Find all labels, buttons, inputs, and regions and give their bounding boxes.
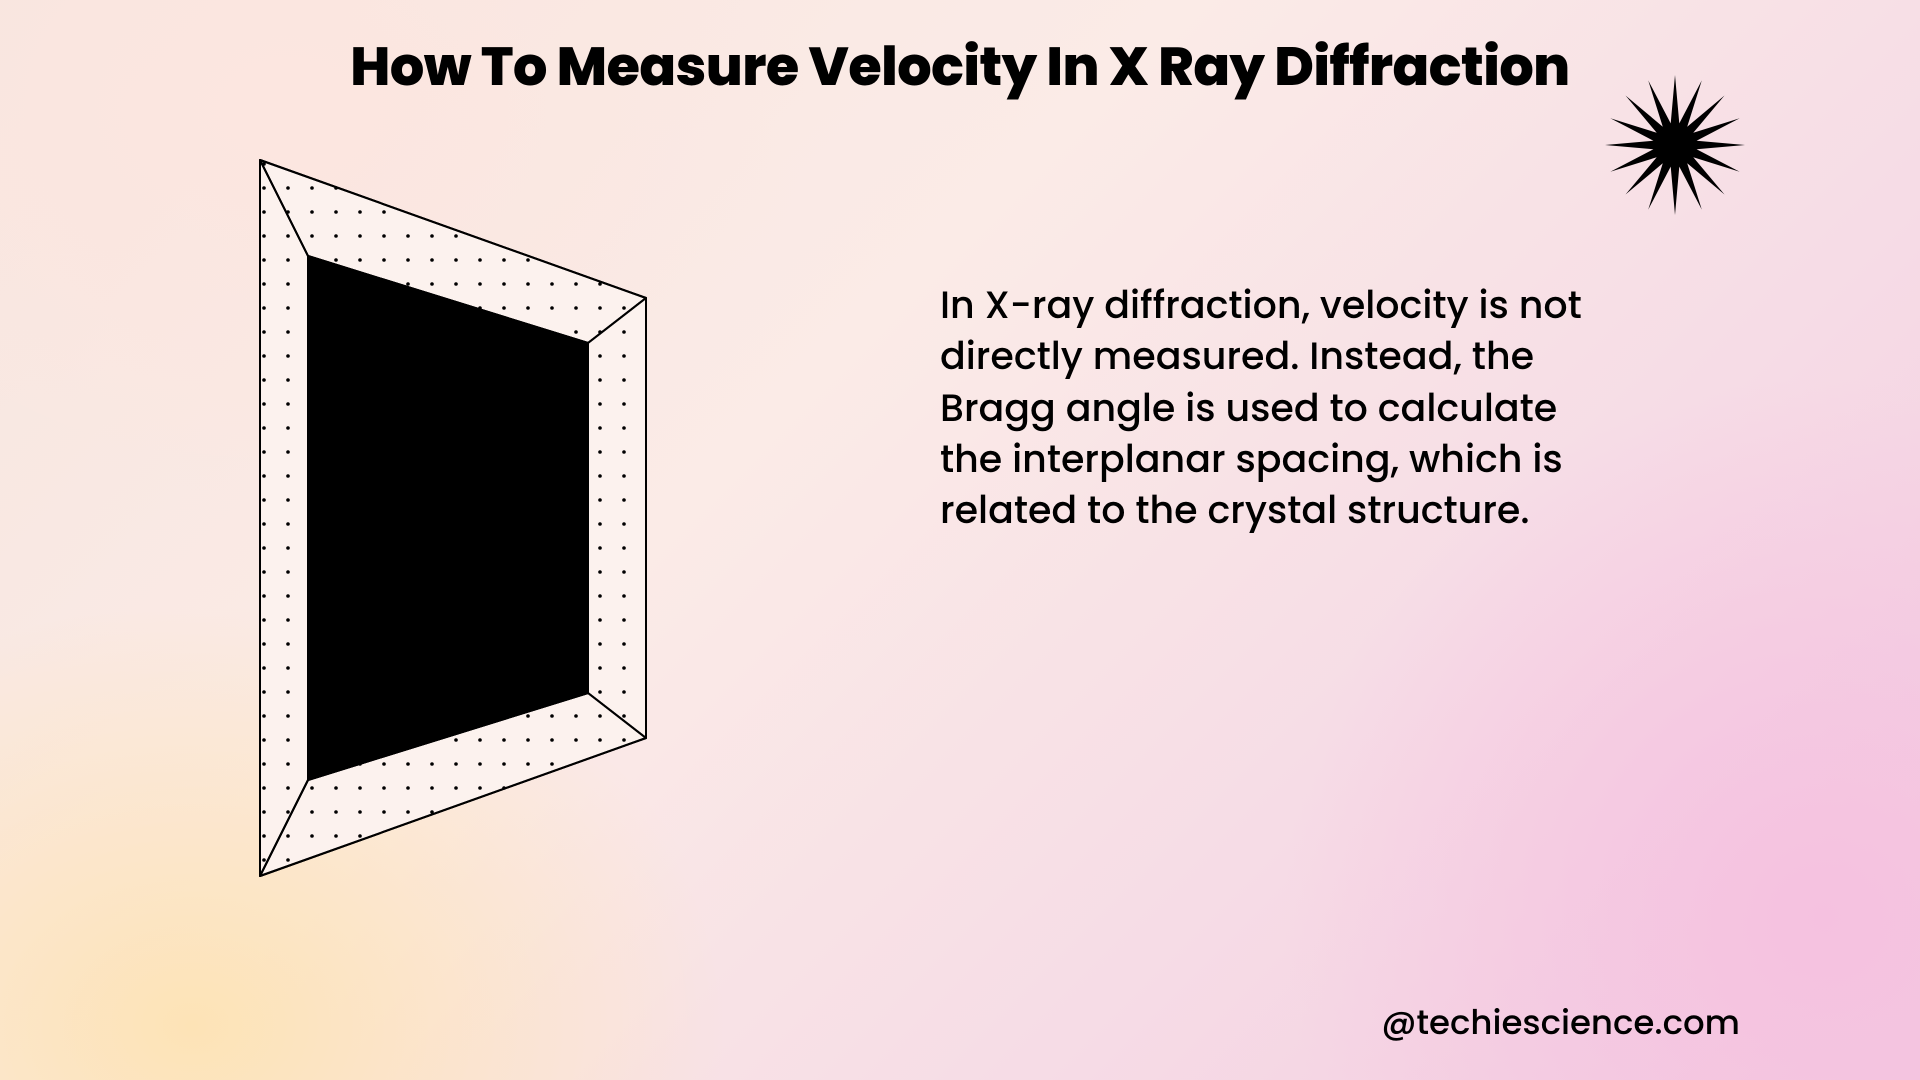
starburst-icon bbox=[1600, 70, 1750, 220]
credit-label: @techiescience.com bbox=[1382, 997, 1740, 1048]
body-text: In X-ray diffraction, velocity is not di… bbox=[940, 280, 1600, 536]
cube-illustration bbox=[258, 158, 658, 878]
